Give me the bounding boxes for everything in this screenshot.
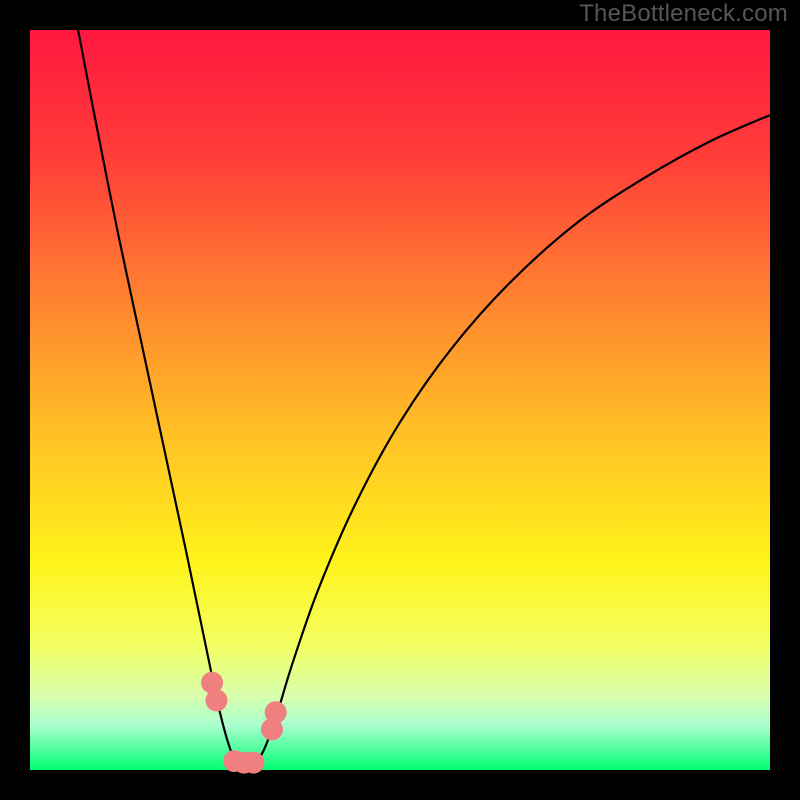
marker-left-lower: [205, 689, 227, 711]
chart-root: TheBottleneck.com: [0, 0, 800, 800]
watermark-text: TheBottleneck.com: [579, 0, 788, 28]
bottleneck-chart: [0, 0, 800, 800]
plot-background: [30, 30, 770, 770]
marker-bottom-3: [242, 752, 264, 774]
marker-right-upper: [265, 701, 287, 723]
